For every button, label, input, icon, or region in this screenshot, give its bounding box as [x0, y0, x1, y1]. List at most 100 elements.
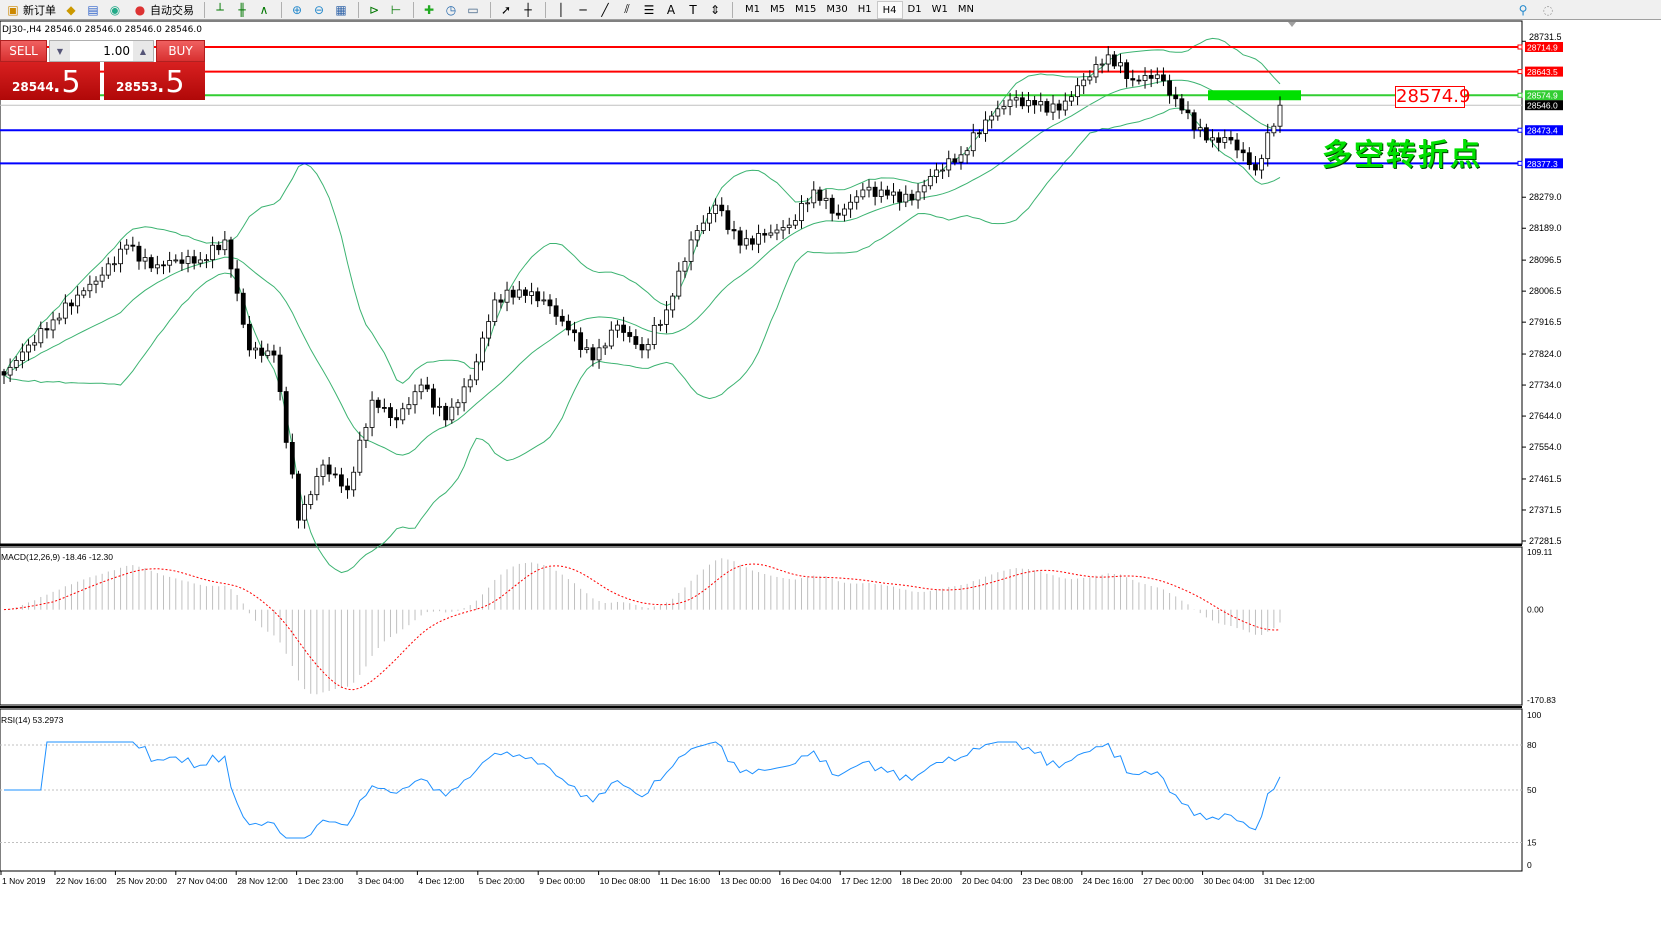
sell-price-button[interactable]: 28544 .5 — [0, 62, 100, 100]
chart-canvas[interactable]: 28731.5 28279.0 28189.0 28096.5 28006.5 27916… — [0, 20, 1661, 945]
chart-window[interactable]: 28731.5 28279.0 28189.0 28096.5 28006.5 27916… — [0, 20, 1661, 945]
candle-body — [1038, 101, 1044, 106]
period-m30[interactable]: M30 — [826, 3, 848, 15]
period-w1[interactable]: W1 — [931, 3, 948, 15]
sell-price-main: 28544 — [12, 80, 54, 94]
autoscroll-icon[interactable]: ⊳ — [368, 2, 380, 17]
rsi-tick-label: 50 — [1527, 785, 1537, 795]
period-mn[interactable]: MN — [957, 3, 974, 15]
candle — [467, 374, 473, 393]
period-h1[interactable]: H1 — [857, 3, 872, 15]
candle — [559, 309, 565, 327]
candle — [400, 402, 406, 425]
candle-body — [388, 407, 393, 418]
candle — [952, 153, 958, 166]
line-handle — [1517, 44, 1523, 50]
decrease-lot-button[interactable]: ▼ — [50, 41, 70, 61]
candle — [903, 185, 909, 208]
market-watch-icon[interactable]: ◆ — [66, 2, 76, 17]
period-d1[interactable]: D1 — [907, 3, 922, 15]
time-tick-label: 16 Dec 04:00 — [781, 876, 832, 886]
candle-body — [872, 186, 878, 197]
candle-body — [118, 248, 123, 265]
candle — [154, 255, 160, 275]
candle — [786, 217, 792, 235]
equidistant-channel-icon[interactable]: ⫽ — [624, 2, 630, 16]
increase-lot-button[interactable]: ▲ — [133, 41, 153, 61]
vertical-line-icon[interactable]: │ — [557, 2, 565, 17]
periods-icon[interactable]: ◷ — [445, 2, 457, 17]
candle — [915, 183, 921, 209]
line-chart-icon[interactable]: ∧ — [259, 2, 269, 17]
tile-windows-icon[interactable]: ▦ — [335, 2, 347, 17]
candle — [38, 321, 44, 348]
candle — [105, 257, 111, 279]
candle-body — [308, 494, 314, 505]
candle-body — [670, 295, 676, 311]
candle — [970, 123, 976, 157]
text-icon[interactable]: A — [666, 2, 676, 17]
candle — [1259, 154, 1264, 179]
signals-icon[interactable]: ◉ — [109, 2, 121, 17]
community-icon[interactable]: ◌ — [1542, 2, 1554, 17]
candle-body — [50, 319, 56, 331]
arrows-icon[interactable]: ⇕ — [709, 2, 721, 17]
chart-shift-icon[interactable]: ⊢ — [390, 2, 402, 17]
crosshair-icon[interactable]: ┼ — [524, 2, 532, 17]
time-tick-label: 1 Dec 23:00 — [298, 876, 344, 886]
price-callout-label[interactable]: 28574.9 — [1395, 86, 1471, 108]
horizontal-line-icon[interactable]: ─ — [579, 2, 587, 17]
candle — [1050, 95, 1056, 121]
sell-button[interactable]: SELL — [0, 40, 47, 62]
auto-trading-button[interactable]: ● 自动交易 — [129, 1, 197, 19]
candle — [1093, 56, 1099, 84]
candle-body — [970, 132, 976, 152]
zoom-out-icon[interactable]: ⊖ — [313, 2, 325, 17]
candle — [296, 470, 301, 529]
candle — [418, 378, 424, 400]
candle-body — [1044, 101, 1050, 113]
fibonacci-icon[interactable]: ☰ — [643, 2, 655, 17]
candle-body — [651, 324, 657, 345]
text-label-icon[interactable]: T — [689, 2, 697, 17]
candle-body — [786, 224, 792, 228]
pivot-point-text[interactable]: 多空转折点 — [1322, 138, 1482, 173]
candle-body — [829, 197, 835, 214]
candle-body — [854, 196, 860, 203]
buy-button[interactable]: BUY — [156, 40, 205, 62]
candle-body — [1246, 152, 1252, 166]
candle — [271, 344, 277, 363]
period-m1[interactable]: M1 — [745, 3, 760, 15]
period-m15[interactable]: M15 — [795, 3, 817, 15]
bar-chart-icon[interactable]: ┴ — [216, 2, 224, 17]
period-h4[interactable]: H4 — [876, 0, 903, 19]
candle — [210, 236, 215, 269]
lot-size-stepper[interactable]: ▼ ▲ — [49, 40, 154, 62]
trendline-icon[interactable]: ╱ — [601, 2, 609, 17]
cursor-icon[interactable]: ➚ — [500, 2, 512, 17]
indicators-icon[interactable]: ✚ — [423, 2, 435, 17]
candle-body — [946, 158, 952, 171]
lot-input[interactable] — [70, 41, 133, 61]
candle-body — [148, 257, 154, 269]
macd-title: MACD(12,26,9) -18.46 -12.30 — [1, 552, 113, 562]
candle — [774, 223, 780, 241]
candle — [1001, 99, 1007, 115]
buy-price-button[interactable]: 28553 .5 — [104, 62, 205, 100]
new-order-button[interactable]: ▣ 新订单 — [2, 1, 59, 19]
candlestick-icon[interactable]: ╫ — [238, 2, 246, 17]
rsi-tick-label: 0 — [1527, 860, 1532, 870]
candle — [185, 249, 191, 273]
zoom-in-icon[interactable]: ⊕ — [291, 2, 303, 17]
candle-body — [1234, 139, 1240, 151]
candle — [44, 322, 50, 339]
templates-icon[interactable]: ▭ — [467, 2, 479, 17]
period-m5[interactable]: M5 — [770, 3, 785, 15]
candle-body — [1179, 98, 1185, 111]
candle-body — [682, 260, 688, 272]
candle — [731, 220, 737, 240]
search-icon[interactable]: ⚲ — [1518, 2, 1528, 17]
data-window-icon[interactable]: ▤ — [87, 2, 99, 17]
candle-body — [1154, 74, 1160, 79]
line-handle — [1517, 127, 1523, 133]
